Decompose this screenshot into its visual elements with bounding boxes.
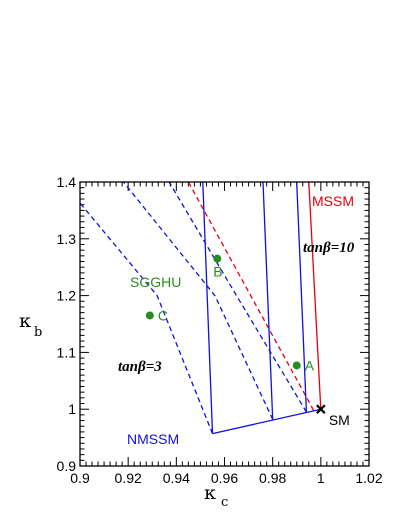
x-tick-labels: 0.9 0.92 0.94 0.96 0.98 1 1.02 — [70, 470, 383, 486]
y-tick-labels: 0.9 1 1.1 1.2 1.3 1.4 — [57, 174, 77, 474]
point-label-b: B — [213, 264, 222, 280]
series-line-curve-1 — [187, 181, 315, 411]
x-tick-label: 1 — [317, 470, 325, 486]
point-label-c: C — [158, 307, 168, 323]
x-axis-title: κ — [204, 482, 216, 504]
x-tick-label: 0.98 — [259, 470, 286, 486]
series-line-curve-3 — [202, 181, 214, 434]
y-tick-label: 1.4 — [57, 174, 77, 190]
series-line-mssm — [308, 181, 322, 410]
y-tick-label: 1.3 — [57, 231, 77, 247]
label-mssm: MSSM — [312, 193, 354, 209]
label-nmssm: NMSSM — [127, 431, 179, 447]
y-tick-label: 1.2 — [57, 288, 77, 304]
label-sgghu: SGGHU — [130, 274, 181, 290]
x-tick-label: 1.02 — [355, 470, 382, 486]
y-tick-label: 0.9 — [57, 458, 77, 474]
point-c — [145, 311, 154, 320]
point-a — [292, 361, 301, 370]
x-tick-label: 0.96 — [211, 470, 238, 486]
x-tick-label: 0.94 — [163, 470, 190, 486]
series-line-curve-5 — [296, 181, 308, 413]
series-line-curve-8 — [168, 181, 307, 413]
series-line-curve-7 — [122, 181, 274, 420]
series-line-nmssm — [212, 408, 321, 435]
plot-frame — [79, 181, 370, 467]
axis-ticks — [79, 181, 370, 467]
x-tick-label: 0.9 — [70, 470, 90, 486]
x-axis-title-subscript: c — [221, 495, 228, 510]
y-tick-label: 1.1 — [57, 344, 77, 360]
chart-curves — [79, 181, 322, 435]
point-label-sm: SM — [329, 412, 350, 428]
y-axis-title: κ — [19, 310, 31, 332]
y-tick-label: 1 — [68, 401, 76, 417]
x-tick-label: 0.92 — [115, 470, 142, 486]
chart-markers: A B C SM — [145, 254, 350, 428]
point-label-a: A — [305, 357, 315, 373]
label-tanbeta-3: tanβ=3 — [118, 359, 162, 375]
point-b — [213, 254, 222, 263]
label-tanbeta-10: tanβ=10 — [303, 240, 355, 256]
series-line-curve-6 — [79, 202, 214, 434]
series-line-curve-4 — [262, 181, 274, 420]
sm-cross-stroke — [316, 404, 326, 414]
y-axis-title-subscript: b — [34, 325, 42, 340]
